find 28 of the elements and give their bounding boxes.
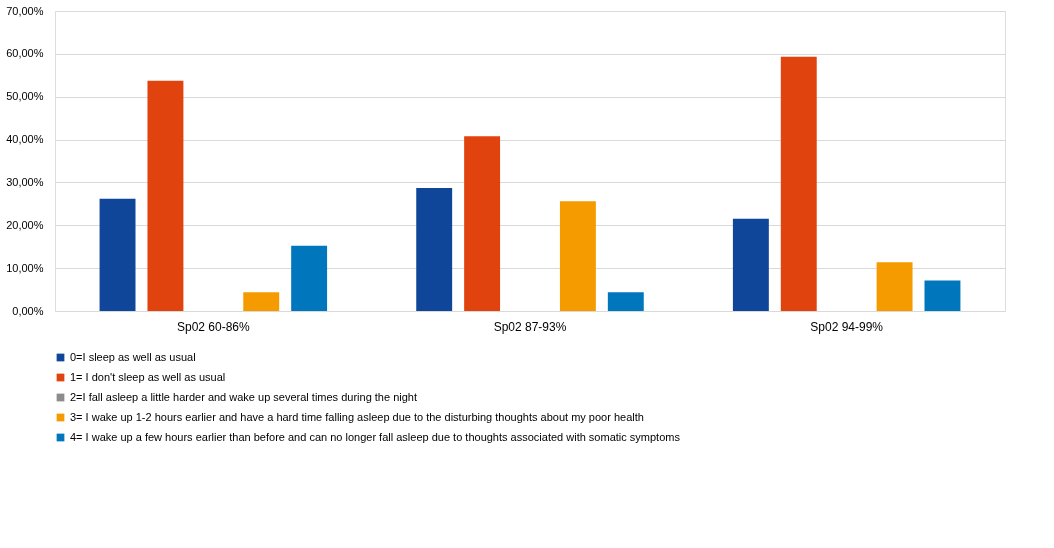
y-tick-label: 40,00%: [6, 133, 44, 146]
x-tick-label: Sp02 87-93%: [493, 319, 567, 334]
y-tick-label: 50,00%: [6, 90, 44, 103]
y-tick-label: 60,00%: [6, 47, 44, 60]
bar: [876, 262, 913, 311]
y-tick-label: 0,00%: [12, 304, 44, 317]
legend-label: 3= I wake up 1-2 hours earlier and have a hard time falling asleep due to the disturbing thoughts about my poor health: [70, 410, 644, 423]
legend-label: 1= I don't sleep as well as usual: [70, 370, 226, 383]
bar: [924, 280, 961, 311]
x-tick-label: Sp02 60-86%: [176, 319, 251, 334]
y-tick-label: 30,00%: [6, 175, 44, 188]
bar: [464, 136, 501, 311]
bar: [291, 245, 328, 311]
bar: [780, 56, 817, 311]
legend-label: 4= I wake up a few hours earlier than before and can no longer fall asleep due to thoughts associated with somatic symptoms: [70, 430, 681, 443]
y-tick-label: 10,00%: [6, 261, 44, 274]
legend-label: 2=I fall asleep a little harder and wake up several times during the night: [70, 390, 418, 403]
bar: [147, 80, 184, 311]
bar: [99, 198, 136, 311]
bar: [732, 218, 769, 311]
bar: [607, 292, 644, 311]
bar: [559, 201, 596, 311]
y-tick-label: 70,00%: [6, 4, 44, 17]
y-tick-label: 20,00%: [6, 218, 44, 231]
legend-label: 0=I sleep as well as usual: [70, 350, 196, 363]
bar: [243, 292, 280, 311]
x-tick-label: Sp02 94-99%: [810, 319, 884, 334]
bar: [416, 188, 453, 311]
